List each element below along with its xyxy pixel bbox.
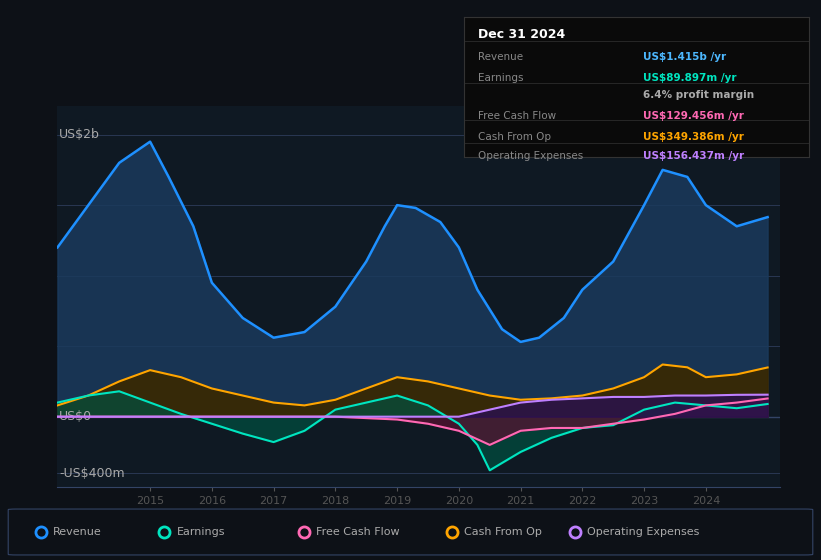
- Text: Free Cash Flow: Free Cash Flow: [316, 527, 400, 537]
- Text: US$89.897m /yr: US$89.897m /yr: [643, 73, 736, 83]
- Text: Operating Expenses: Operating Expenses: [478, 151, 583, 161]
- Text: Dec 31 2024: Dec 31 2024: [478, 28, 565, 41]
- Text: 6.4% profit margin: 6.4% profit margin: [643, 90, 754, 100]
- Text: Earnings: Earnings: [478, 73, 523, 83]
- Text: Cash From Op: Cash From Op: [478, 132, 551, 142]
- Text: US$2b: US$2b: [59, 128, 100, 141]
- Text: Free Cash Flow: Free Cash Flow: [478, 111, 556, 120]
- Text: Cash From Op: Cash From Op: [464, 527, 542, 537]
- Text: Revenue: Revenue: [53, 527, 102, 537]
- Text: US$0: US$0: [59, 410, 92, 423]
- Text: US$1.415b /yr: US$1.415b /yr: [643, 52, 727, 62]
- Text: US$129.456m /yr: US$129.456m /yr: [643, 111, 744, 120]
- Text: Earnings: Earnings: [177, 527, 225, 537]
- Text: US$349.386m /yr: US$349.386m /yr: [643, 132, 744, 142]
- Text: US$156.437m /yr: US$156.437m /yr: [643, 151, 745, 161]
- Text: Revenue: Revenue: [478, 52, 523, 62]
- Text: Operating Expenses: Operating Expenses: [587, 527, 699, 537]
- Text: -US$400m: -US$400m: [59, 466, 125, 479]
